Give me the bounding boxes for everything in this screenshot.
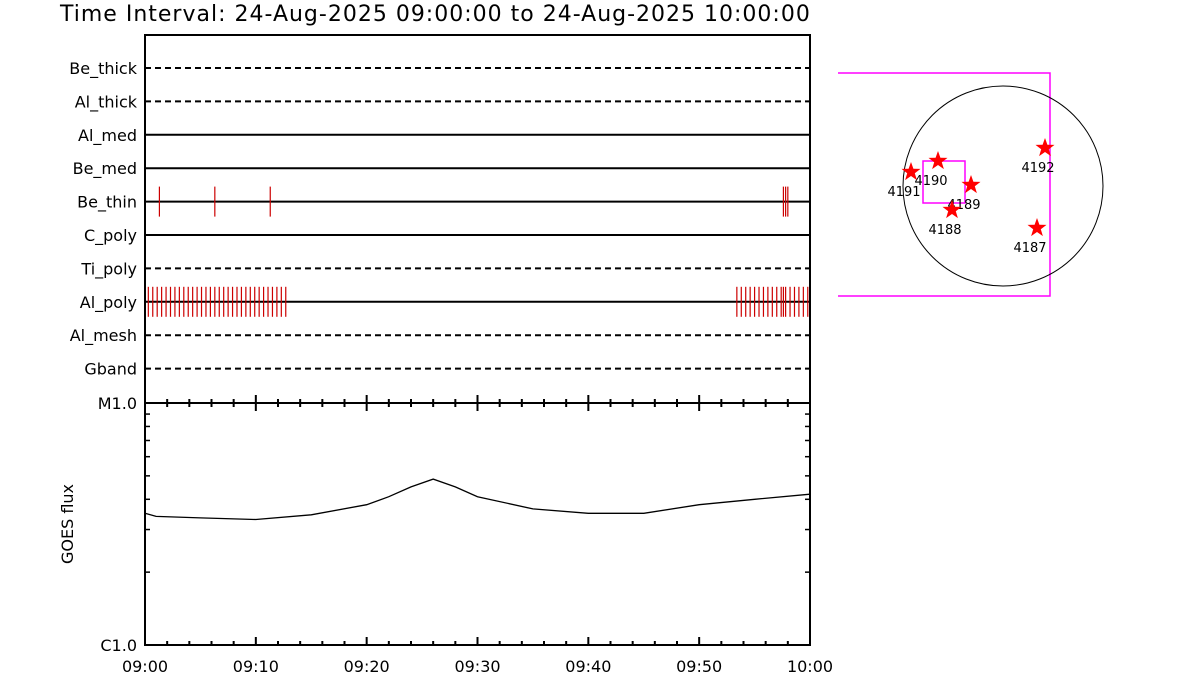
- x-tick-label: 09:10: [233, 657, 279, 676]
- active-region-star: [961, 175, 981, 194]
- active-region-label: 4192: [1021, 161, 1054, 176]
- active-region-label: 4188: [928, 223, 961, 238]
- filter-row-label: Be_thick: [69, 59, 137, 79]
- timeline-frame: [144, 34, 811, 404]
- y-tick-label-c1: C1.0: [100, 636, 137, 655]
- x-tick-label: 09:40: [565, 657, 611, 676]
- x-tick-label: 09:00: [122, 657, 168, 676]
- active-region-star: [942, 200, 962, 219]
- time-interval-title: Time Interval: 24-Aug-2025 09:00:00 to 2…: [60, 2, 811, 27]
- filter-row-label: Be_thin: [77, 193, 137, 213]
- x-tick-label: 09:20: [344, 657, 390, 676]
- active-region-label: 4190: [914, 174, 947, 189]
- field-of-view-box: [838, 72, 1051, 297]
- filter-row-label: Al_med: [78, 126, 137, 146]
- filter-row-label: Gband: [84, 360, 137, 379]
- y-tick-label-m1: M1.0: [98, 394, 137, 413]
- filter-row-label: Al_thick: [75, 92, 138, 112]
- active-region-star: [928, 151, 948, 170]
- x-tick-label: 09:50: [676, 657, 722, 676]
- active-region-star: [1027, 218, 1047, 237]
- goes-y-axis-label: GOES flux: [58, 484, 77, 564]
- filter-row-label: Al_poly: [80, 293, 137, 313]
- filter-row-label: C_poly: [84, 226, 137, 246]
- x-tick-label: 10:00: [787, 657, 833, 676]
- goes-frame: [144, 402, 811, 646]
- filter-row-label: Be_med: [73, 159, 137, 179]
- x-tick-label: 09:30: [454, 657, 500, 676]
- filter-row-label: Al_mesh: [70, 326, 137, 346]
- solar-disk-outline: [902, 85, 1104, 287]
- filter-row-label: Ti_poly: [80, 259, 137, 279]
- active-region-star: [1035, 138, 1055, 157]
- active-region-label: 4191: [887, 185, 920, 200]
- active-region-label: 4187: [1013, 241, 1046, 256]
- active-region-star: [901, 162, 921, 181]
- goes-flux-line: [144, 478, 811, 521]
